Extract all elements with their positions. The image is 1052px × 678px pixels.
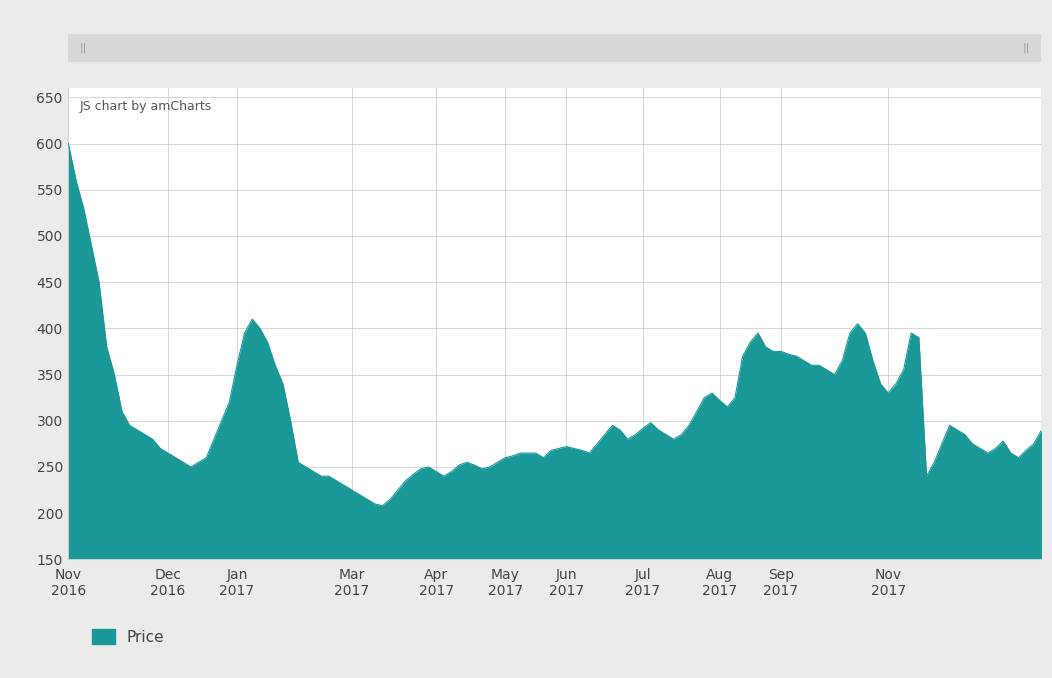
Legend: Price: Price	[86, 622, 170, 651]
FancyBboxPatch shape	[60, 34, 1050, 62]
Text: ||: ||	[80, 43, 87, 54]
Text: JS chart by amCharts: JS chart by amCharts	[80, 100, 213, 113]
Text: ||: ||	[1023, 43, 1030, 54]
